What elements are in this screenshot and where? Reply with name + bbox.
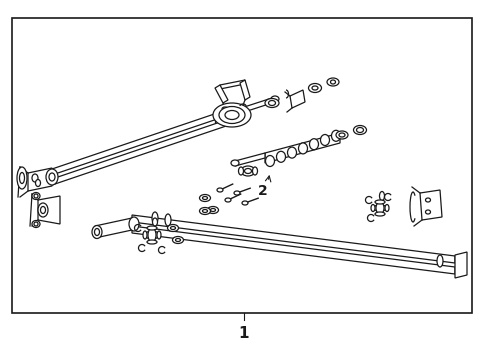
Ellipse shape — [49, 173, 55, 181]
Ellipse shape — [170, 226, 175, 230]
Ellipse shape — [129, 217, 139, 231]
Ellipse shape — [264, 99, 279, 108]
Ellipse shape — [17, 167, 27, 189]
Ellipse shape — [147, 226, 157, 230]
Polygon shape — [38, 196, 60, 224]
Ellipse shape — [309, 139, 318, 150]
Ellipse shape — [353, 126, 366, 135]
Ellipse shape — [287, 147, 296, 158]
Ellipse shape — [38, 203, 48, 217]
Ellipse shape — [241, 166, 254, 176]
Ellipse shape — [311, 86, 317, 90]
Ellipse shape — [142, 231, 147, 239]
Ellipse shape — [207, 207, 218, 213]
Polygon shape — [215, 85, 227, 103]
Ellipse shape — [338, 133, 345, 137]
Ellipse shape — [217, 188, 223, 192]
Polygon shape — [240, 80, 249, 100]
Ellipse shape — [370, 204, 374, 212]
Ellipse shape — [375, 202, 383, 214]
Polygon shape — [235, 97, 274, 115]
Ellipse shape — [36, 180, 41, 186]
Ellipse shape — [202, 197, 207, 199]
Text: 1: 1 — [238, 325, 249, 341]
Ellipse shape — [32, 220, 40, 228]
Ellipse shape — [252, 167, 257, 175]
Ellipse shape — [219, 107, 244, 123]
Ellipse shape — [238, 167, 243, 175]
Ellipse shape — [147, 240, 157, 244]
Polygon shape — [264, 133, 339, 163]
Ellipse shape — [167, 225, 178, 231]
Ellipse shape — [32, 174, 38, 182]
Text: 2: 2 — [258, 184, 267, 198]
Polygon shape — [52, 117, 235, 185]
Ellipse shape — [92, 225, 102, 239]
Ellipse shape — [34, 194, 38, 198]
Ellipse shape — [94, 229, 99, 235]
Ellipse shape — [41, 207, 45, 213]
Ellipse shape — [213, 103, 250, 127]
Ellipse shape — [356, 127, 363, 132]
Polygon shape — [95, 218, 132, 238]
Polygon shape — [132, 226, 454, 274]
Ellipse shape — [270, 96, 279, 102]
Polygon shape — [419, 190, 441, 220]
Ellipse shape — [145, 231, 159, 239]
Ellipse shape — [384, 204, 388, 212]
Polygon shape — [289, 90, 305, 108]
Ellipse shape — [164, 214, 171, 226]
Ellipse shape — [298, 143, 307, 154]
Ellipse shape — [202, 210, 207, 212]
Ellipse shape — [425, 210, 429, 214]
Ellipse shape — [372, 205, 386, 211]
Polygon shape — [220, 80, 244, 89]
Ellipse shape — [199, 207, 210, 215]
Bar — [12, 18, 471, 313]
Ellipse shape — [244, 168, 251, 174]
Ellipse shape — [172, 237, 183, 243]
Ellipse shape — [32, 193, 40, 199]
Ellipse shape — [46, 169, 58, 185]
Ellipse shape — [326, 78, 338, 86]
Polygon shape — [52, 107, 235, 175]
Ellipse shape — [379, 192, 384, 201]
Ellipse shape — [268, 100, 275, 105]
Ellipse shape — [234, 191, 240, 195]
Ellipse shape — [276, 151, 285, 162]
Ellipse shape — [242, 201, 247, 205]
Ellipse shape — [157, 231, 161, 239]
Polygon shape — [132, 215, 454, 263]
Ellipse shape — [148, 228, 156, 242]
Ellipse shape — [224, 111, 239, 120]
Ellipse shape — [20, 172, 24, 184]
Ellipse shape — [34, 222, 38, 226]
Ellipse shape — [335, 131, 347, 139]
Ellipse shape — [374, 200, 384, 204]
Ellipse shape — [224, 198, 230, 202]
Polygon shape — [235, 153, 264, 166]
Ellipse shape — [374, 212, 384, 216]
Polygon shape — [454, 252, 466, 278]
Ellipse shape — [210, 208, 215, 212]
Ellipse shape — [436, 255, 442, 267]
Ellipse shape — [199, 194, 210, 202]
Ellipse shape — [331, 130, 340, 141]
Ellipse shape — [425, 198, 429, 202]
Ellipse shape — [265, 156, 274, 166]
Ellipse shape — [152, 212, 158, 224]
Ellipse shape — [230, 160, 239, 166]
Ellipse shape — [330, 80, 335, 84]
Ellipse shape — [175, 239, 180, 242]
Ellipse shape — [320, 135, 329, 145]
Polygon shape — [28, 168, 52, 191]
Ellipse shape — [152, 218, 157, 226]
Ellipse shape — [308, 84, 321, 93]
